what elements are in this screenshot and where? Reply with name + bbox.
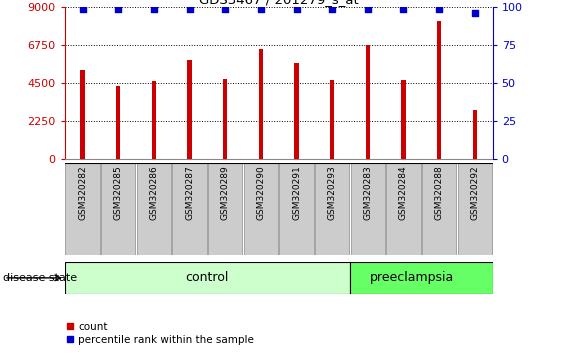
Bar: [152, 81, 156, 159]
Bar: [187, 59, 191, 159]
Text: GSM320289: GSM320289: [221, 166, 230, 220]
Bar: [366, 45, 370, 159]
Bar: [351, 163, 385, 255]
Point: [149, 6, 158, 11]
Point: [435, 6, 444, 11]
Bar: [315, 163, 349, 255]
Bar: [65, 262, 350, 294]
Bar: [137, 163, 171, 255]
Text: GSM320285: GSM320285: [114, 166, 123, 220]
Bar: [401, 80, 405, 159]
Text: GSM320288: GSM320288: [435, 166, 444, 220]
Bar: [422, 163, 456, 255]
Point: [399, 6, 408, 11]
Text: control: control: [186, 272, 229, 284]
Bar: [101, 163, 135, 255]
Point: [114, 6, 123, 11]
Bar: [386, 163, 421, 255]
Bar: [330, 80, 334, 159]
Text: GSM320293: GSM320293: [328, 166, 337, 220]
Text: GSM320284: GSM320284: [399, 166, 408, 220]
Bar: [294, 63, 298, 159]
Bar: [279, 163, 314, 255]
Point: [363, 6, 372, 11]
Bar: [458, 163, 492, 255]
Point: [78, 6, 87, 11]
Bar: [473, 110, 477, 159]
Text: GSM320282: GSM320282: [78, 166, 87, 220]
Text: preeclampsia: preeclampsia: [370, 272, 454, 284]
Bar: [223, 79, 227, 159]
Point: [256, 6, 265, 11]
Bar: [65, 163, 100, 255]
Point: [221, 6, 230, 11]
Point: [292, 6, 301, 11]
Text: GSM320291: GSM320291: [292, 166, 301, 220]
Bar: [116, 86, 120, 159]
Text: GSM320283: GSM320283: [363, 166, 372, 220]
Bar: [172, 163, 207, 255]
Point: [470, 10, 479, 16]
Legend: count, percentile rank within the sample: count, percentile rank within the sample: [61, 317, 258, 349]
Point: [185, 6, 194, 11]
Point: [328, 6, 337, 11]
Title: GDS3467 / 201279_s_at: GDS3467 / 201279_s_at: [199, 0, 359, 6]
Bar: [244, 163, 278, 255]
Bar: [208, 163, 242, 255]
Text: disease state: disease state: [3, 273, 77, 283]
Bar: [350, 262, 493, 294]
Text: GSM320292: GSM320292: [470, 166, 479, 220]
Bar: [81, 70, 84, 159]
Bar: [437, 21, 441, 159]
Bar: [259, 48, 263, 159]
Text: GSM320287: GSM320287: [185, 166, 194, 220]
Text: GSM320286: GSM320286: [149, 166, 158, 220]
Text: GSM320290: GSM320290: [256, 166, 265, 220]
